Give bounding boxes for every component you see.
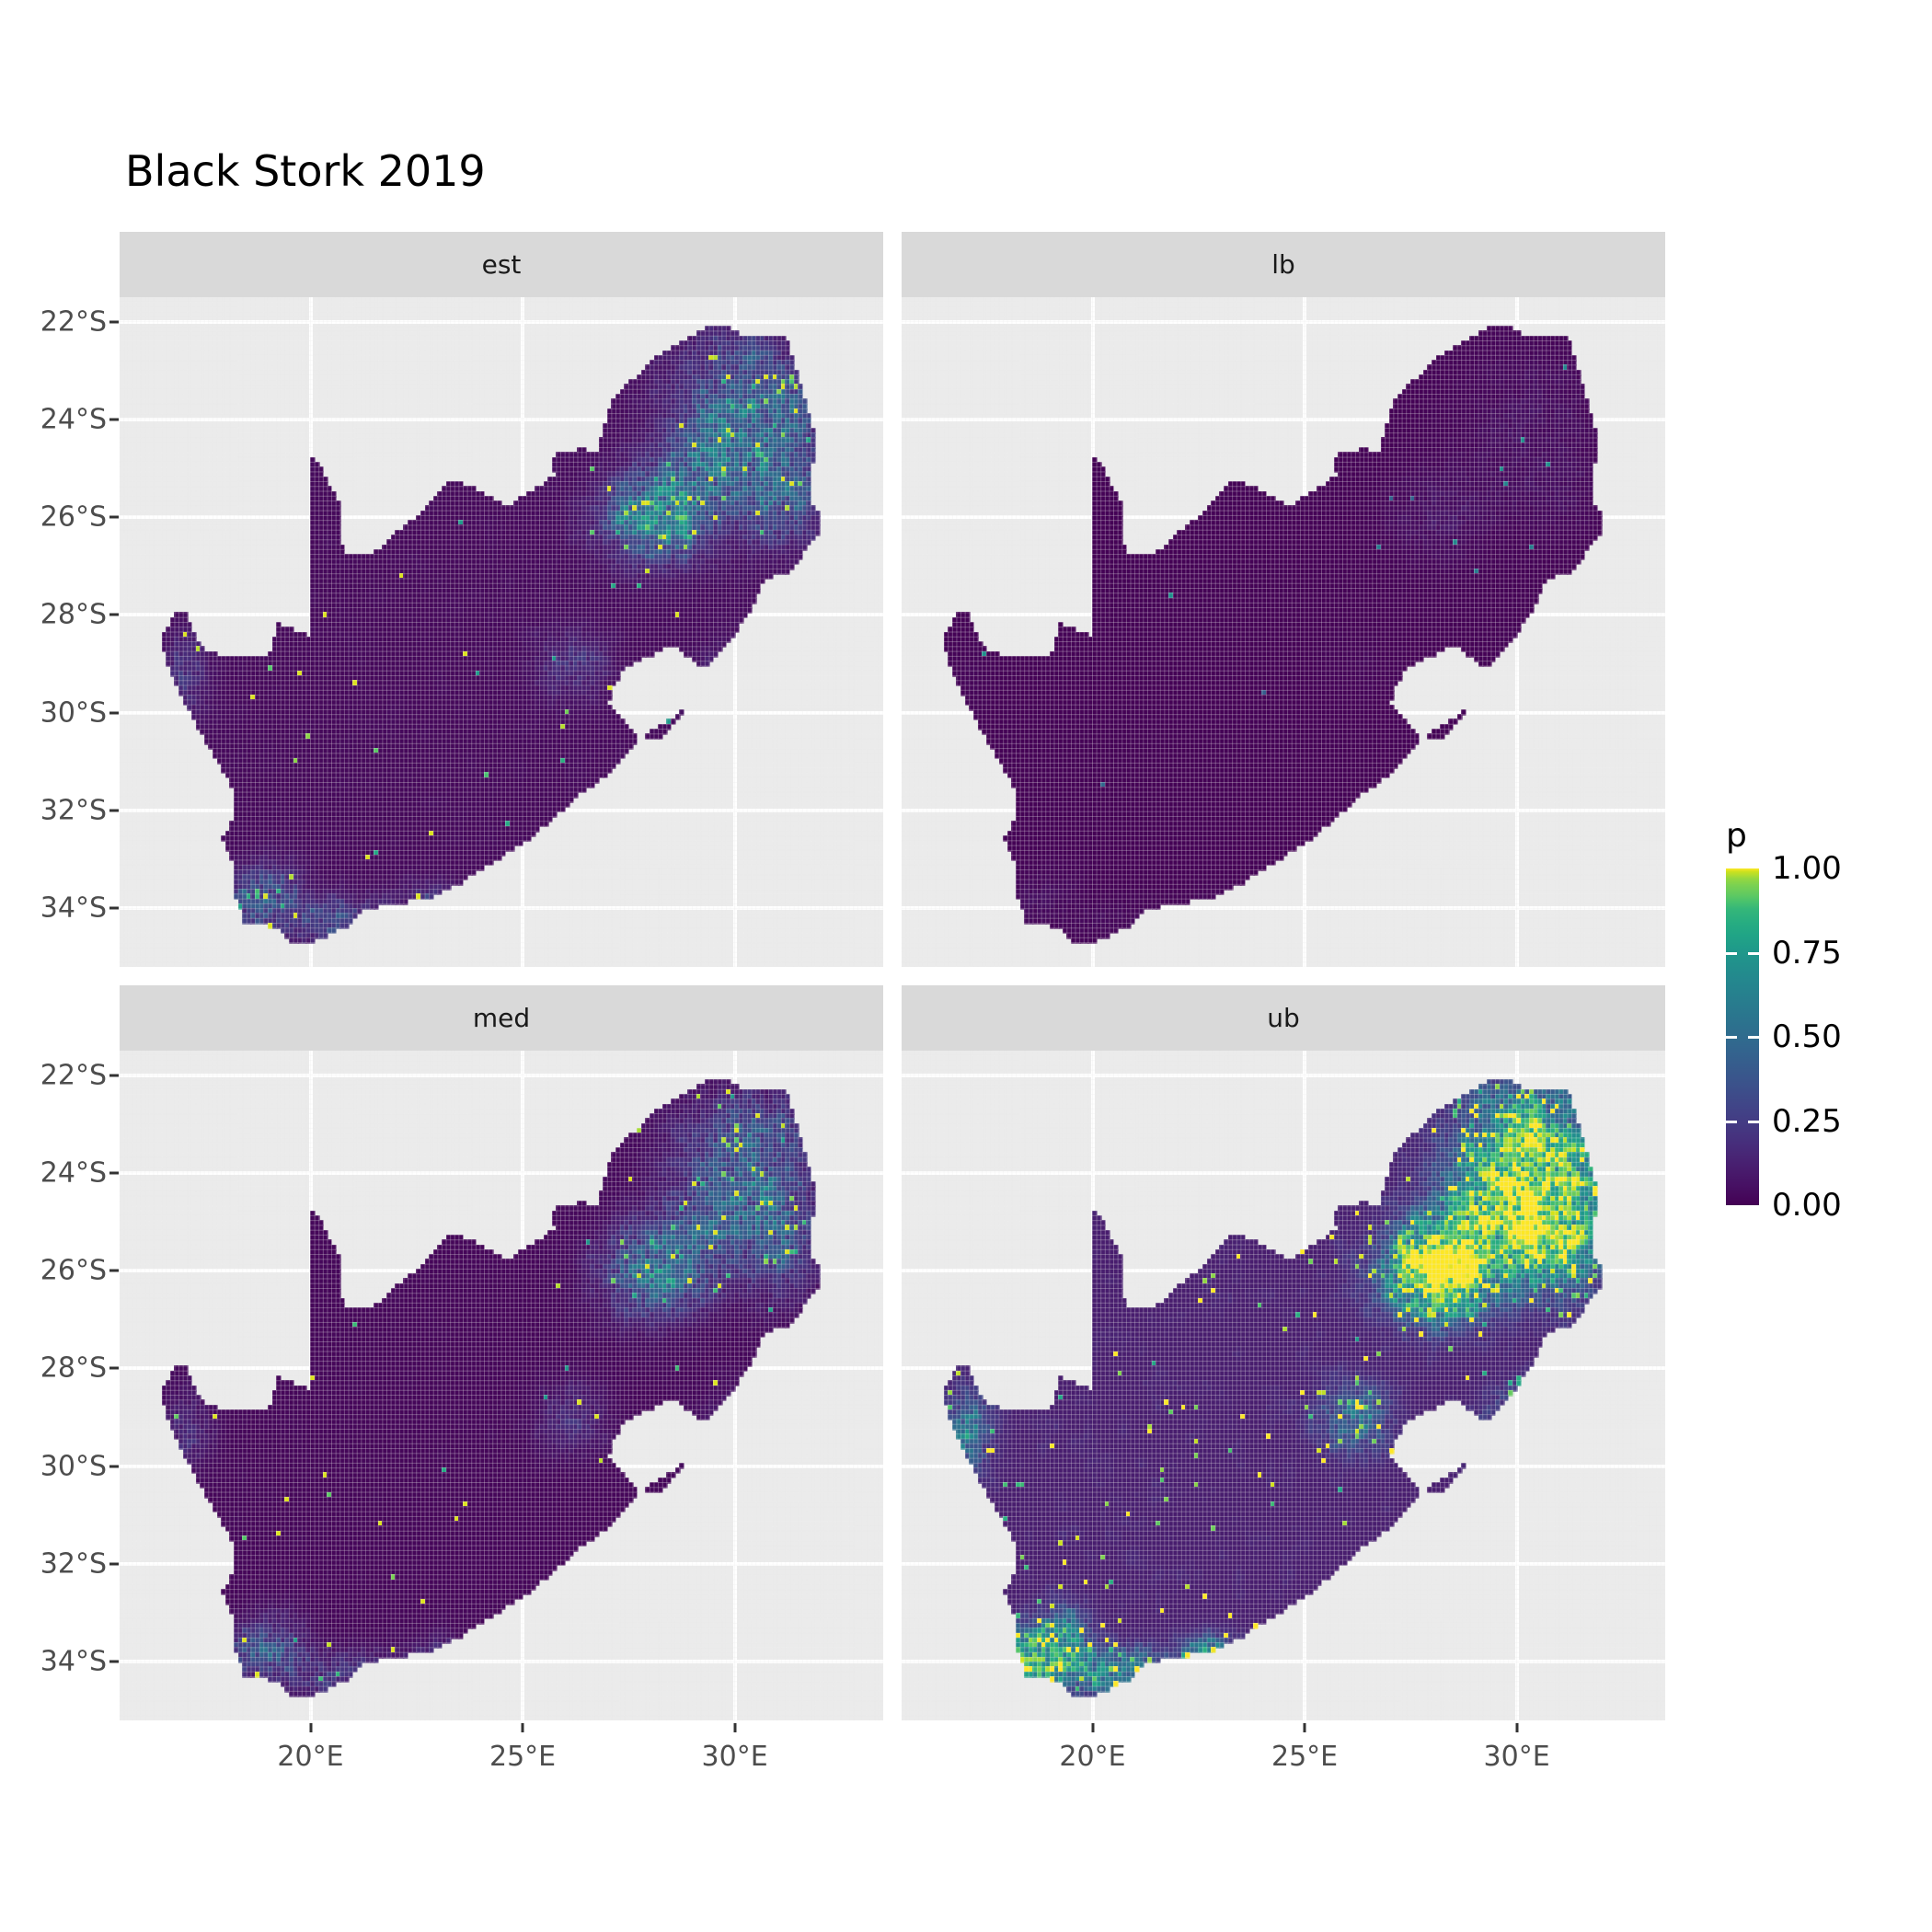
facet-strip-label: ub	[1267, 1003, 1300, 1033]
y-axis-tick-mark	[109, 320, 119, 324]
legend-tick-mark	[1726, 1036, 1737, 1039]
choropleth-grid-est	[120, 297, 883, 967]
y-axis-tick-mark	[109, 515, 119, 519]
y-axis-tick-mark	[109, 1562, 119, 1566]
y-axis-tick-label: 26°S	[40, 500, 107, 534]
legend-tick-mark	[1726, 1120, 1737, 1123]
facet-strip-label: est	[481, 249, 522, 280]
legend-tick-mark	[1748, 1036, 1759, 1039]
y-axis-tick-mark	[109, 1660, 119, 1663]
facet-strip-med: med	[120, 985, 883, 1051]
y-axis-tick-mark	[109, 906, 119, 910]
y-axis-tick-mark	[109, 1269, 119, 1272]
x-axis-tick-label: 20°E	[277, 1741, 344, 1773]
y-axis-tick-mark	[109, 1074, 119, 1077]
facet-strip-label: med	[472, 1003, 531, 1033]
y-axis-tick-label: 24°S	[40, 403, 107, 436]
legend-tick-label: 0.50	[1772, 1018, 1842, 1055]
x-axis-tick-mark	[1515, 1723, 1519, 1732]
y-axis-tick-label: 34°S	[40, 891, 107, 925]
facet-panel-med	[120, 1051, 883, 1720]
facet-strip-ub: ub	[902, 985, 1665, 1051]
y-axis-tick-label: 34°S	[40, 1645, 107, 1678]
x-axis-tick-label: 30°E	[701, 1741, 768, 1773]
y-axis-tick-mark	[109, 711, 119, 715]
y-axis-tick-label: 28°S	[40, 598, 107, 631]
legend-title: p	[1726, 817, 1747, 855]
x-axis-tick-mark	[733, 1723, 737, 1732]
facet-strip-lb: lb	[902, 232, 1665, 297]
legend-tick-label: 0.75	[1772, 934, 1842, 972]
y-axis-tick-label: 30°S	[40, 1450, 107, 1483]
legend-tick-mark	[1748, 951, 1759, 955]
y-axis-tick-label: 26°S	[40, 1254, 107, 1287]
y-axis-tick-label: 24°S	[40, 1156, 107, 1190]
x-axis-tick-label: 25°E	[1271, 1741, 1339, 1773]
y-axis-tick-label: 32°S	[40, 1547, 107, 1581]
choropleth-grid-med	[120, 1051, 883, 1720]
x-axis-tick-mark	[521, 1723, 524, 1732]
y-axis-tick-mark	[109, 1465, 119, 1468]
x-axis-tick-label: 20°E	[1059, 1741, 1126, 1773]
facet-panel-est	[120, 297, 883, 967]
x-axis-tick-label: 30°E	[1483, 1741, 1550, 1773]
legend-tick-mark	[1748, 1120, 1759, 1123]
y-axis-tick-label: 28°S	[40, 1351, 107, 1385]
y-axis-tick-mark	[109, 1171, 119, 1175]
page-title: Black Stork 2019	[125, 146, 486, 196]
x-axis-tick-mark	[309, 1723, 312, 1732]
y-axis-tick-mark	[109, 1366, 119, 1370]
legend-tick-label: 1.00	[1772, 850, 1842, 887]
y-axis-tick-mark	[109, 613, 119, 616]
facet-panel-lb	[902, 297, 1665, 967]
legend-tick-label: 0.00	[1772, 1187, 1842, 1224]
y-axis-tick-mark	[109, 809, 119, 812]
x-axis-tick-mark	[1303, 1723, 1306, 1732]
facet-panel-ub	[902, 1051, 1665, 1720]
choropleth-grid-lb	[902, 297, 1665, 967]
y-axis-tick-label: 22°S	[40, 1059, 107, 1092]
facet-strip-label: lb	[1271, 249, 1295, 280]
legend-tick-mark	[1726, 951, 1737, 955]
y-axis-tick-mark	[109, 418, 119, 421]
choropleth-grid-ub	[902, 1051, 1665, 1720]
y-axis-tick-label: 22°S	[40, 305, 107, 339]
y-axis-tick-label: 32°S	[40, 794, 107, 827]
x-axis-tick-mark	[1091, 1723, 1094, 1732]
facet-strip-est: est	[120, 232, 883, 297]
x-axis-tick-label: 25°E	[489, 1741, 557, 1773]
legend-tick-label: 0.25	[1772, 1102, 1842, 1140]
y-axis-tick-label: 30°S	[40, 696, 107, 730]
